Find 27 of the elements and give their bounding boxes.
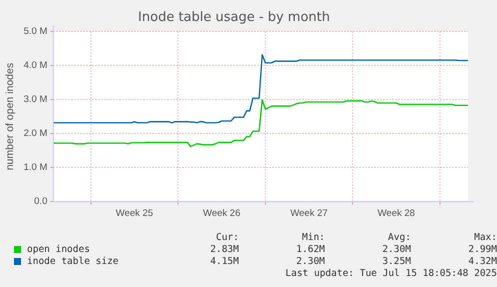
y-axis-title: number of open inodes (4, 62, 16, 170)
text: 2.30M (295, 256, 325, 268)
x-tick-label: Week 26 (203, 208, 240, 219)
x-tick-label: Week 25 (116, 208, 154, 219)
y-tick-label: 1.0 M (24, 162, 48, 174)
text: Min: (301, 232, 325, 244)
text: 1.62M (295, 244, 325, 256)
y-tick-label: 0.0 (34, 196, 48, 208)
text: Last update: Tue Jul 15 18:05:48 2025 (284, 268, 497, 280)
legend-label: open inodes (26, 244, 91, 256)
text: Avg: (387, 232, 411, 244)
y-tick-label: 3.0 M (24, 94, 48, 106)
text: Cur: (214, 232, 239, 244)
text: 4.32M (467, 256, 497, 268)
chart-title: Inode table usage - by month (138, 10, 330, 26)
y-tick-label: 5.0 M (24, 26, 48, 38)
x-tick-label: Week 28 (378, 208, 415, 219)
y-tick-label: 2.0 M (24, 128, 48, 140)
x-tick-label: Week 27 (290, 208, 328, 219)
legend-label: inode table size (26, 256, 120, 268)
text: 2.30M (381, 244, 411, 256)
text: 3.25M (381, 256, 411, 268)
text: 4.15M (209, 256, 239, 268)
text: 2.99M (467, 244, 497, 256)
y-tick-label: 4.0 M (24, 60, 48, 72)
text: 2.83M (209, 244, 239, 256)
text: Max: (473, 232, 497, 244)
